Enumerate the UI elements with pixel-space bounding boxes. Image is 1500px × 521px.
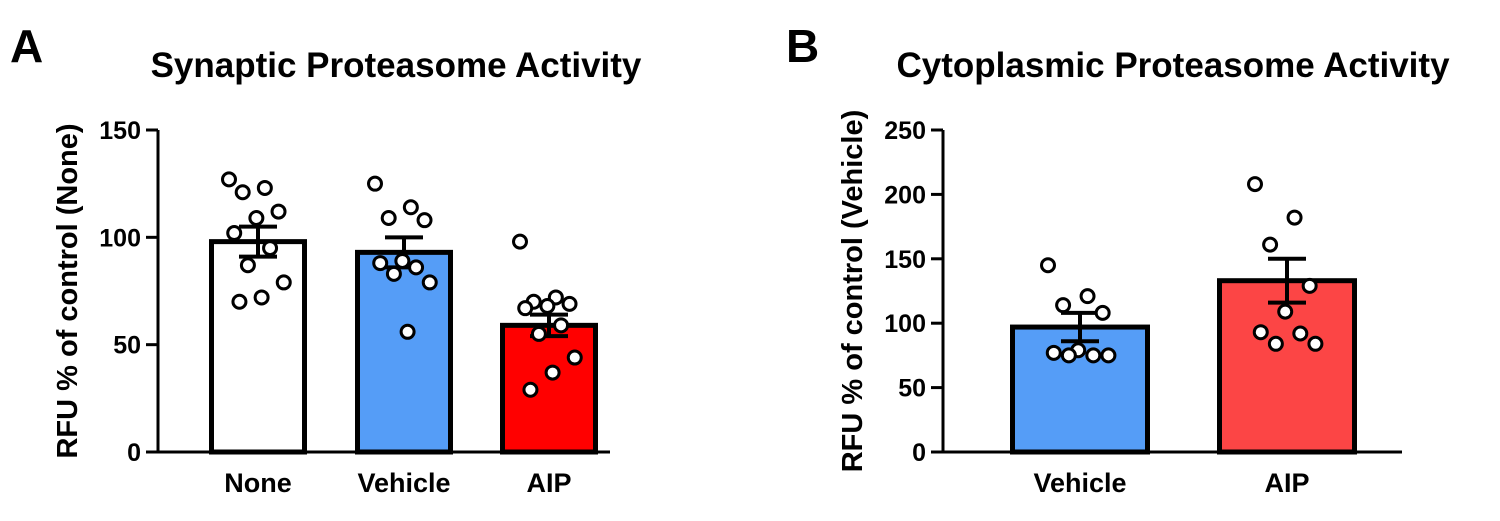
data-point-vehicle xyxy=(385,265,402,282)
data-point-vehicle xyxy=(402,199,419,216)
y-tick-label: 50 xyxy=(113,332,141,360)
data-point-aip xyxy=(1292,325,1309,342)
data-point-aip xyxy=(553,317,570,334)
y-tick-label: 150 xyxy=(884,246,926,274)
data-point-aip xyxy=(1262,236,1279,253)
data-point-vehicle xyxy=(399,323,416,340)
panel-a-label: A xyxy=(10,20,43,72)
data-point-vehicle xyxy=(1085,347,1102,364)
category-label-vehicle: Vehicle xyxy=(1033,468,1126,498)
panel-a-y-axis-label: RFU % of control (None) xyxy=(52,123,84,458)
category-label-aip: AIP xyxy=(526,468,571,498)
data-point-none xyxy=(226,225,243,242)
bar-none xyxy=(209,239,307,455)
data-point-aip xyxy=(517,300,534,317)
data-point-none xyxy=(253,289,270,306)
data-point-aip xyxy=(530,325,547,342)
y-tick-label: 0 xyxy=(912,439,926,467)
y-tick-label: 50 xyxy=(898,375,926,403)
data-point-none xyxy=(270,203,287,220)
data-point-vehicle xyxy=(1060,347,1077,364)
data-point-aip xyxy=(1307,335,1324,352)
data-point-aip xyxy=(1267,335,1284,352)
data-point-vehicle xyxy=(416,212,433,229)
data-point-none xyxy=(248,210,265,227)
data-point-aip xyxy=(1277,303,1294,320)
data-point-vehicle xyxy=(394,252,411,269)
data-point-aip xyxy=(561,295,578,312)
data-point-vehicle xyxy=(367,175,383,192)
data-point-aip xyxy=(544,364,561,381)
data-point-none xyxy=(221,171,237,188)
panel-b-title: Cytoplasmic Proteasome Activity xyxy=(896,46,1450,85)
y-tick-label: 100 xyxy=(99,224,141,252)
data-point-aip xyxy=(522,381,539,398)
data-point-none xyxy=(256,179,273,196)
panel-a-synaptic-chart: A Synaptic Proteasome Activity RFU % of … xyxy=(10,20,642,498)
y-tick-label: 200 xyxy=(884,181,926,209)
y-tick-label: 100 xyxy=(884,310,926,338)
data-point-aip xyxy=(539,298,556,315)
data-point-vehicle xyxy=(372,255,389,272)
data-point-none xyxy=(239,257,256,274)
category-label-vehicle: Vehicle xyxy=(357,468,450,498)
y-tick-label: 250 xyxy=(884,117,926,145)
panel-b-label: B xyxy=(786,20,819,72)
y-tick-label: 150 xyxy=(99,117,141,145)
data-point-none xyxy=(234,184,251,201)
data-point-none xyxy=(262,240,279,257)
data-point-aip xyxy=(512,233,528,250)
data-point-vehicle xyxy=(380,210,397,227)
data-point-vehicle xyxy=(408,259,425,276)
data-point-vehicle xyxy=(421,274,438,291)
panel-b-cytoplasmic-chart: B Cytoplasmic Proteasome Activity RFU % … xyxy=(786,20,1450,498)
data-point-aip xyxy=(1301,277,1318,294)
data-point-aip xyxy=(1252,324,1269,341)
category-label-none: None xyxy=(224,468,292,498)
data-point-aip xyxy=(1247,176,1263,193)
data-point-vehicle xyxy=(1094,304,1111,321)
panel-b-y-axis-label: RFU % of control (Vehicle) xyxy=(837,110,869,473)
data-point-vehicle xyxy=(1040,257,1056,274)
data-point-none xyxy=(231,293,248,310)
data-point-none xyxy=(275,274,292,291)
data-point-aip xyxy=(566,349,583,366)
panel-a-title: Synaptic Proteasome Activity xyxy=(151,46,642,85)
data-point-vehicle xyxy=(1100,347,1117,364)
data-point-aip xyxy=(1286,209,1303,226)
category-label-aip: AIP xyxy=(1264,468,1309,498)
data-point-vehicle xyxy=(1079,288,1096,305)
data-point-vehicle xyxy=(1055,297,1072,314)
y-tick-label: 0 xyxy=(127,439,141,467)
bar-aip xyxy=(500,322,598,455)
data-point-vehicle xyxy=(1045,344,1062,361)
